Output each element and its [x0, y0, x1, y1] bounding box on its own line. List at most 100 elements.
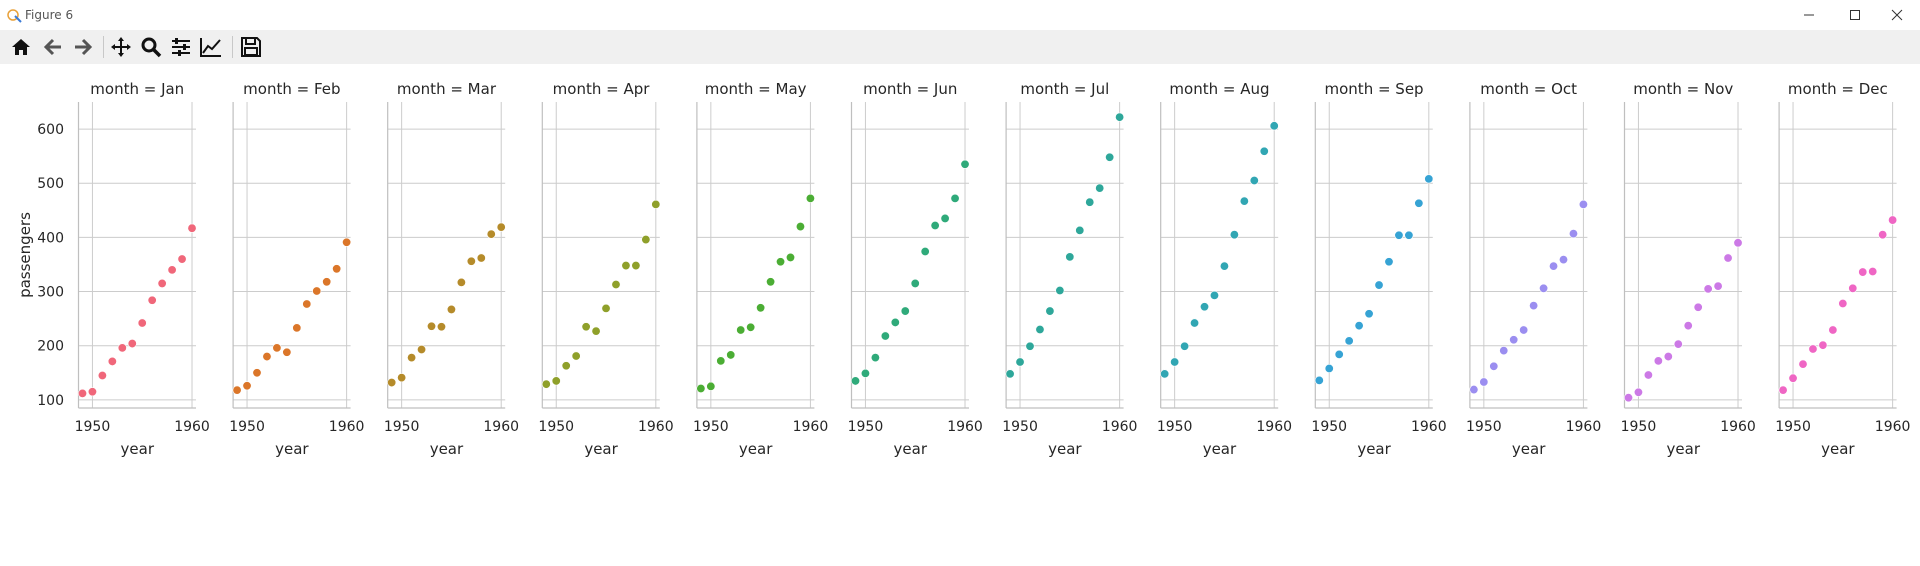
data-point: [1259, 146, 1269, 156]
forward-button[interactable]: [70, 34, 96, 60]
x-tick-label: 1960: [1102, 419, 1138, 435]
data-point: [1808, 344, 1818, 354]
sliders-icon: [172, 38, 190, 56]
data-point: [397, 373, 407, 383]
maximize-button[interactable]: [1832, 0, 1878, 30]
data-point: [1344, 336, 1354, 346]
data-point: [1394, 230, 1404, 240]
arrow-right-icon: [75, 38, 93, 56]
y-tick-label: 200: [37, 339, 64, 355]
data-point: [1633, 387, 1643, 397]
x-tick-label: 1960: [174, 419, 210, 435]
data-point: [1663, 352, 1673, 362]
x-tick-label: 1950: [1775, 419, 1811, 435]
save-button[interactable]: [238, 34, 264, 60]
data-point: [930, 220, 940, 230]
x-tick-label: 1960: [1411, 419, 1447, 435]
home-button[interactable]: [8, 34, 34, 60]
data-point: [1414, 198, 1424, 208]
data-point: [1499, 346, 1509, 356]
data-point: [1269, 121, 1279, 131]
data-point: [127, 339, 137, 349]
data-point: [1539, 283, 1549, 293]
data-point: [77, 388, 87, 398]
data-point: [1249, 176, 1259, 186]
data-point: [1115, 112, 1125, 122]
data-point: [1364, 309, 1374, 319]
data-point: [1229, 230, 1239, 240]
panel-title: month = Jan: [90, 80, 184, 98]
data-point: [910, 278, 920, 288]
panel-title: month = Jun: [863, 80, 957, 98]
data-point: [1713, 281, 1723, 291]
data-point: [1549, 261, 1559, 271]
data-point: [1005, 369, 1015, 379]
data-point: [766, 277, 776, 287]
data-point: [427, 321, 437, 331]
data-point: [1180, 341, 1190, 351]
data-point: [1559, 255, 1569, 265]
panel-title: month = Aug: [1169, 80, 1269, 98]
y-tick-label: 600: [37, 122, 64, 138]
data-point: [342, 237, 352, 247]
x-axis-label: year: [430, 440, 464, 458]
data-point: [1170, 357, 1180, 367]
data-point: [1673, 339, 1683, 349]
subplots-button[interactable]: [168, 34, 194, 60]
data-point: [641, 235, 651, 245]
x-axis-label: year: [1048, 440, 1082, 458]
data-point: [1693, 302, 1703, 312]
x-tick-label: 1960: [483, 419, 519, 435]
back-button[interactable]: [40, 34, 66, 60]
x-axis-label: year: [275, 440, 309, 458]
figure-canvas[interactable]: passengers 100 200 300 400 500 600 month = Jan 1…: [0, 64, 1920, 566]
x-tick-label: 1950: [1311, 419, 1347, 435]
floppy-disk-icon: [241, 37, 261, 57]
data-point: [541, 379, 551, 389]
data-point: [1733, 238, 1743, 248]
data-point: [571, 351, 581, 361]
pan-button[interactable]: [108, 34, 134, 60]
data-point: [1848, 283, 1858, 293]
zoom-button[interactable]: [138, 34, 164, 60]
data-point: [1015, 357, 1025, 367]
y-axis-label: passengers: [16, 212, 34, 298]
data-point: [611, 280, 621, 290]
x-axis-label: year: [1512, 440, 1546, 458]
magnifier-icon: [141, 37, 162, 58]
close-button[interactable]: [1874, 0, 1920, 30]
x-tick-label: 1950: [848, 419, 884, 435]
panel-title: month = Mar: [397, 80, 497, 98]
data-point: [496, 222, 506, 232]
data-point: [1788, 373, 1798, 383]
data-point: [631, 261, 641, 271]
minimize-button[interactable]: [1786, 0, 1832, 30]
data-point: [1404, 230, 1414, 240]
data-point: [651, 199, 661, 209]
x-tick-label: 1960: [638, 419, 674, 435]
data-point: [1818, 340, 1828, 350]
data-point: [1469, 385, 1479, 395]
data-point: [157, 278, 167, 288]
data-point: [581, 322, 591, 332]
data-point: [591, 326, 601, 336]
close-icon: [1891, 9, 1903, 21]
minimize-icon: [1804, 14, 1814, 16]
data-point: [117, 343, 127, 353]
data-point: [786, 252, 796, 262]
data-point: [1025, 341, 1035, 351]
customize-button[interactable]: [198, 34, 224, 60]
data-point: [561, 361, 571, 371]
data-point: [900, 306, 910, 316]
app-icon: [7, 9, 22, 23]
data-point: [407, 353, 417, 363]
x-axis-label: year: [584, 440, 618, 458]
data-point: [1334, 349, 1344, 359]
data-point: [776, 257, 786, 267]
x-axis-label: year: [1821, 440, 1855, 458]
x-axis-label: year: [739, 440, 773, 458]
data-point: [1160, 369, 1170, 379]
data-point: [387, 378, 397, 388]
arrow-left-icon: [43, 38, 61, 56]
data-point: [601, 303, 611, 313]
